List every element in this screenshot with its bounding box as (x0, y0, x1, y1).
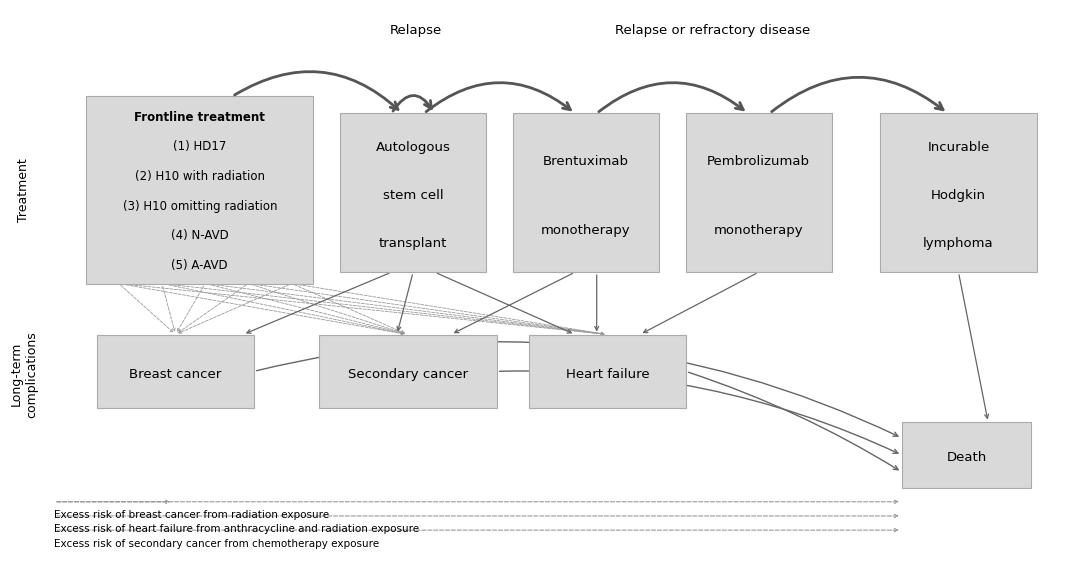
FancyBboxPatch shape (97, 335, 254, 408)
FancyBboxPatch shape (340, 113, 486, 272)
Text: Long-term
complications: Long-term complications (10, 331, 38, 417)
Text: Hodgkin: Hodgkin (931, 189, 986, 202)
Text: Heart failure: Heart failure (566, 368, 649, 380)
Text: Pembrolizumab: Pembrolizumab (707, 155, 810, 168)
Text: Relapse: Relapse (390, 24, 442, 37)
Text: Death: Death (946, 451, 987, 464)
FancyBboxPatch shape (319, 335, 497, 408)
Text: monotherapy: monotherapy (541, 224, 631, 237)
Text: (1) HD17: (1) HD17 (173, 141, 227, 154)
Text: Treatment: Treatment (17, 158, 30, 222)
Text: Excess risk of secondary cancer from chemotherapy exposure: Excess risk of secondary cancer from che… (54, 539, 379, 549)
Text: Excess risk of heart failure from anthracycline and radiation exposure: Excess risk of heart failure from anthra… (54, 524, 419, 535)
Text: Relapse or refractory disease: Relapse or refractory disease (616, 24, 810, 37)
Text: (4) N-AVD: (4) N-AVD (171, 230, 229, 243)
Text: Autologous: Autologous (376, 141, 450, 154)
Text: Secondary cancer: Secondary cancer (348, 368, 468, 380)
FancyBboxPatch shape (880, 113, 1037, 272)
Text: lymphoma: lymphoma (923, 237, 994, 250)
Text: monotherapy: monotherapy (714, 224, 804, 237)
FancyBboxPatch shape (902, 422, 1031, 488)
FancyBboxPatch shape (529, 335, 686, 408)
Text: Excess risk of breast cancer from radiation exposure: Excess risk of breast cancer from radiat… (54, 510, 329, 521)
Text: (2) H10 with radiation: (2) H10 with radiation (135, 170, 265, 183)
Text: (3) H10 omitting radiation: (3) H10 omitting radiation (122, 200, 278, 213)
Text: Breast cancer: Breast cancer (130, 368, 221, 380)
Text: (5) A-AVD: (5) A-AVD (172, 259, 228, 272)
Text: stem cell: stem cell (382, 189, 444, 202)
FancyBboxPatch shape (513, 113, 659, 272)
Text: Brentuximab: Brentuximab (543, 155, 629, 168)
FancyBboxPatch shape (686, 113, 832, 272)
Text: Incurable: Incurable (928, 141, 989, 154)
Text: Frontline treatment: Frontline treatment (134, 111, 266, 124)
Text: transplant: transplant (379, 237, 447, 250)
FancyBboxPatch shape (86, 96, 313, 284)
